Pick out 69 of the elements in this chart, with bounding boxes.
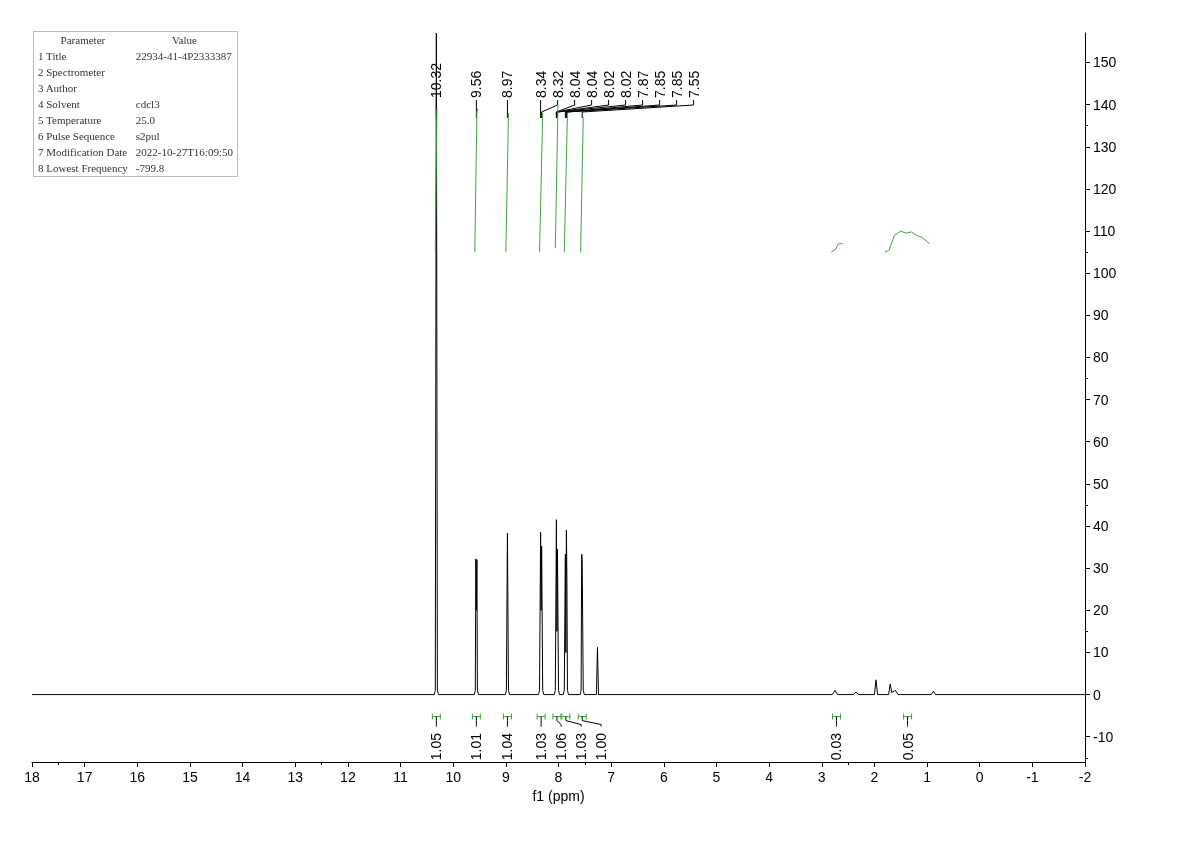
y-tick-label: 80 [1093,349,1109,366]
annotation: 7 Modification Date 2022-10-27T16:09:50 [37,145,234,160]
y-tick-label: 20 [1093,602,1109,619]
y-tick-label: 60 [1093,433,1109,450]
x-tick-label: -1 [1026,769,1039,785]
y-tick-label: 0 [1093,686,1101,703]
text: 5 Temperature 25.0 [38,114,156,126]
annotation: 7.85 [651,70,668,98]
annotation: 8.34 [532,70,549,98]
annotation: 8.97 [499,70,516,98]
x-tick-label: 1 [923,769,932,785]
y-tick-label: -10 [1093,728,1114,745]
annotation: 1.05 [428,732,445,761]
y-tick-label: 100 [1093,265,1117,282]
x-axis-title: f1 (ppm) [532,787,585,804]
annotation: 7.55 [685,70,702,98]
y-tick-label: 120 [1093,180,1117,197]
text: Parameter Value [60,34,197,46]
y-tick-label: 140 [1093,96,1117,113]
x-tick-label: 8 [554,769,563,785]
x-tick-label: 14 [234,769,251,785]
annotation: 3 Author [37,81,78,96]
y-tick-label: 150 [1093,54,1117,71]
x-tick-label: 18 [24,769,40,785]
x-tick-label: 0 [975,769,984,785]
annotation: 7.87 [634,70,651,98]
annotation: 0.05 [899,732,916,761]
x-tick-label: 13 [287,769,304,785]
annotation: 2 Spectrometer [37,65,106,80]
y-tick-label: 40 [1093,518,1109,535]
x-tick-label: 2 [870,769,879,785]
annotation: 9.56 [468,70,485,98]
annotation: 8.02 [617,70,634,98]
annotation: 1.01 [468,732,485,761]
x-tick-label: 11 [393,769,409,785]
x-tick-label: 17 [76,769,93,785]
x-tick-label: 10 [445,769,462,785]
text: 1 Title 22934-41-4P2333387 [38,50,232,62]
annotation: 1.03 [573,732,590,761]
x-tick-label: 6 [659,769,668,785]
x-tick-label: 4 [765,769,774,785]
annotation: 1.03 [533,732,550,761]
y-tick-label: 90 [1093,307,1109,324]
text: 6 Pulse Sequence s2pul [38,130,160,142]
y-tick-label: 110 [1093,223,1116,240]
annotation: 8.04 [566,70,583,98]
y-tick-label: 10 [1093,644,1109,661]
annotation: 1.06 [553,732,570,761]
y-tick-label: 70 [1093,391,1109,408]
y-tick-label: 130 [1093,138,1117,155]
x-tick-label: 16 [129,769,146,785]
x-tick-label: 7 [607,769,616,785]
x-tick-label: 5 [712,769,721,785]
x-tick-label: 15 [182,769,198,785]
annotation: 8.32 [549,70,566,98]
annotation: 8.02 [600,70,617,98]
annotation: 8.04 [583,70,600,98]
y-tick-label: 30 [1093,560,1109,577]
x-tick-label: 12 [340,769,356,785]
annotation: 1.00 [593,732,610,761]
x-tick-label: 3 [817,769,826,785]
y-tick-label: 50 [1093,475,1109,492]
annotation: 0.03 [828,732,845,761]
x-tick-label: 9 [501,769,510,785]
x-tick-label: -2 [1078,769,1092,785]
annotation: 8 Lowest Frequency -799.8 [37,161,166,176]
annotation: 1.04 [499,732,516,761]
annotation: 7.85 [668,70,685,98]
text: 4 Solvent cdcl3 [38,98,160,110]
